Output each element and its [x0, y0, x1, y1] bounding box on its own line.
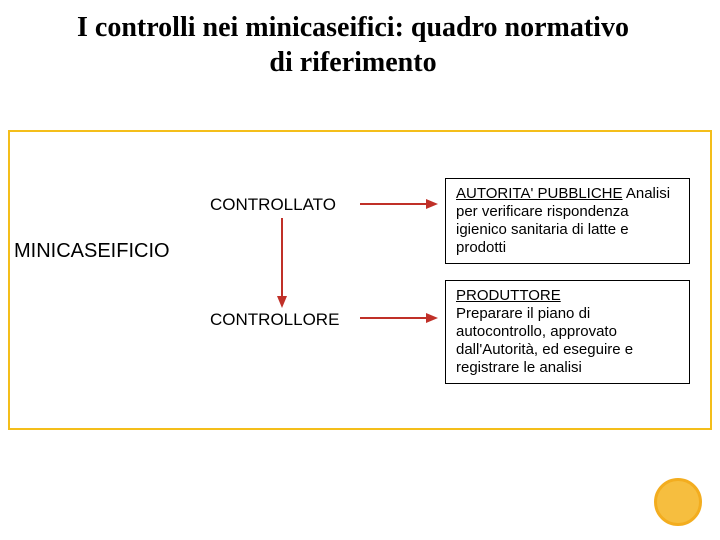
box-autorita-heading: AUTORITA' PUBBLICHE	[456, 185, 623, 202]
accent-circle-icon	[654, 478, 702, 526]
box-produttore-body: Preparare il piano di autocontrollo, app…	[456, 305, 633, 376]
arrow-to-produttore	[0, 0, 720, 540]
box-autorita: AUTORITA' PUBBLICHE Analisi per verifica…	[445, 178, 690, 264]
box-produttore-heading: PRODUTTORE	[456, 287, 561, 304]
box-produttore: PRODUTTORE Preparare il piano di autocon…	[445, 280, 690, 384]
